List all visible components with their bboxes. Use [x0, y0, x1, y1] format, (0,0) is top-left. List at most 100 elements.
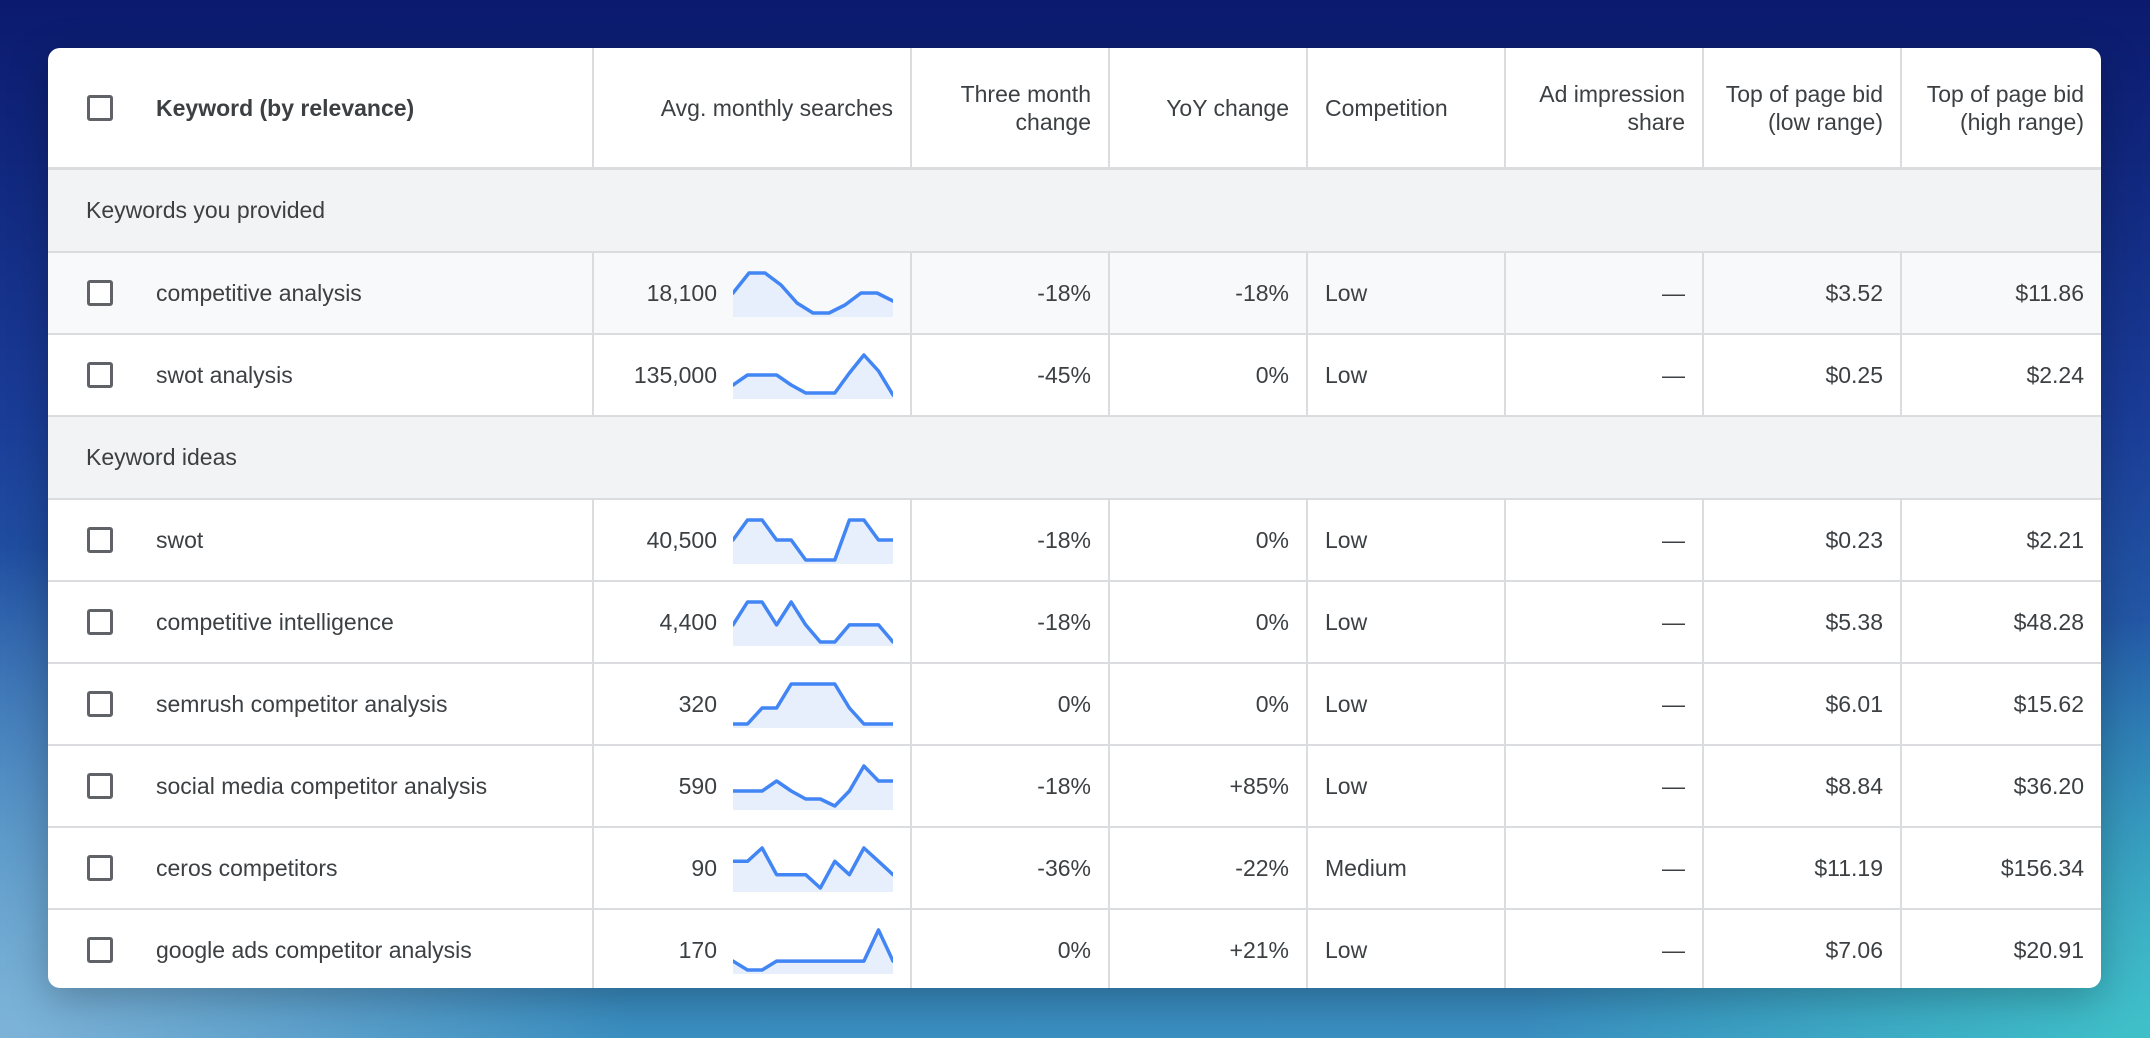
competition-cell: Low — [1306, 334, 1505, 417]
sparkline-line — [733, 846, 893, 890]
search-trend-sparkline[interactable] — [733, 269, 893, 317]
three-month-change-cell: -18% — [910, 581, 1109, 664]
bid-low-cell: $7.06 — [1702, 909, 1901, 988]
bid-low-cell: $0.23 — [1702, 499, 1901, 582]
keyword-cell: social media competitor analysis — [48, 745, 593, 828]
row-checkbox[interactable] — [87, 280, 113, 306]
column-header-competition[interactable]: Competition — [1306, 48, 1505, 170]
row-checkbox[interactable] — [87, 527, 113, 553]
avg-searches-cell: 590 — [592, 745, 911, 828]
sparkline-line — [733, 682, 893, 726]
row-checkbox[interactable] — [87, 773, 113, 799]
table-body: Keywords you provided competitive analysi… — [48, 168, 2101, 988]
table-row[interactable]: competitive analysis 18,100 -18% -18% Low — $3… — [48, 252, 2101, 335]
sparkline-area — [733, 848, 893, 892]
column-header-yoy-change[interactable]: YoY change — [1108, 48, 1307, 170]
avg-searches-cell: 4,400 — [592, 581, 911, 664]
keyword-cell: competitive analysis — [48, 252, 593, 335]
table-row[interactable]: ceros competitors 90 -36% -22% Medium — $11.19… — [48, 827, 2101, 910]
row-checkbox[interactable] — [87, 609, 113, 635]
select-all-checkbox[interactable] — [87, 94, 113, 121]
column-header-avg-searches[interactable]: Avg. monthly searches — [592, 48, 911, 170]
column-header-bid-high[interactable]: Top of page bid (high range) — [1900, 48, 2101, 170]
bid-high-cell: $2.24 — [1900, 334, 2101, 417]
competition-cell: Low — [1306, 499, 1505, 582]
column-header-bid-low[interactable]: Top of page bid (low range) — [1702, 48, 1901, 170]
avg-searches-value: 18,100 — [646, 279, 717, 306]
ad-impression-share-cell: — — [1504, 581, 1703, 664]
competition-cell: Medium — [1306, 827, 1505, 910]
table-row[interactable]: swot 40,500 -18% 0% Low — $0.23 $2.21 — [48, 499, 2101, 582]
sparkline-line — [733, 764, 893, 808]
three-month-change-cell: 0% — [910, 663, 1109, 746]
bid-high-cell: $20.91 — [1900, 909, 2101, 988]
bid-high-cell: $156.34 — [1900, 827, 2101, 910]
three-month-change-cell: 0% — [910, 909, 1109, 988]
search-trend-sparkline[interactable] — [733, 926, 893, 974]
keyword-table: Keyword (by relevance) Avg. monthly sear… — [48, 48, 2101, 988]
keyword-text: swot analysis — [156, 361, 293, 388]
search-trend-sparkline[interactable] — [733, 844, 893, 892]
keyword-cell: semrush competitor analysis — [48, 663, 593, 746]
yoy-change-cell: -18% — [1108, 252, 1307, 335]
yoy-change-cell: -22% — [1108, 827, 1307, 910]
group-label: Keywords you provided — [48, 168, 2101, 253]
competition-cell: Low — [1306, 663, 1505, 746]
avg-searches-value: 135,000 — [633, 361, 717, 388]
keyword-results-card: Keyword (by relevance) Avg. monthly sear… — [48, 48, 2101, 988]
sparkline-line — [733, 928, 893, 972]
yoy-change-cell: 0% — [1108, 663, 1307, 746]
competition-cell: Low — [1306, 745, 1505, 828]
bid-high-cell: $48.28 — [1900, 581, 2101, 664]
table-header-row: Keyword (by relevance) Avg. monthly sear… — [48, 48, 2101, 170]
ad-impression-share-cell: — — [1504, 252, 1703, 335]
group-header-row: Keywords you provided — [48, 168, 2101, 253]
row-checkbox[interactable] — [87, 691, 113, 717]
bid-low-cell: $5.38 — [1702, 581, 1901, 664]
avg-searches-value: 170 — [678, 936, 717, 963]
column-header-keyword-label: Keyword (by relevance) — [156, 94, 415, 121]
bid-high-cell: $36.20 — [1900, 745, 2101, 828]
search-trend-sparkline[interactable] — [733, 762, 893, 810]
three-month-change-cell: -18% — [910, 252, 1109, 335]
sparkline-line — [733, 271, 893, 315]
row-checkbox[interactable] — [87, 937, 113, 963]
table-row[interactable]: swot analysis 135,000 -45% 0% Low — $0.25 $2.24 — [48, 334, 2101, 417]
keyword-cell: ceros competitors — [48, 827, 593, 910]
column-header-ad-impression-share[interactable]: Ad impression share — [1504, 48, 1703, 170]
avg-searches-cell: 90 — [592, 827, 911, 910]
table-row[interactable]: google ads competitor analysis 170 0% +21% L… — [48, 909, 2101, 988]
search-trend-sparkline[interactable] — [733, 680, 893, 728]
table-row[interactable]: semrush competitor analysis 320 0% 0% Low — $6… — [48, 663, 2101, 746]
table-row[interactable]: social media competitor analysis 590 -18% +… — [48, 745, 2101, 828]
yoy-change-cell: 0% — [1108, 581, 1307, 664]
sparkline-line — [733, 600, 893, 644]
avg-searches-cell: 18,100 — [592, 252, 911, 335]
bid-low-cell: $0.25 — [1702, 334, 1901, 417]
ad-impression-share-cell: — — [1504, 745, 1703, 828]
row-checkbox[interactable] — [87, 855, 113, 881]
keyword-text: ceros competitors — [156, 854, 338, 881]
search-trend-sparkline[interactable] — [733, 351, 893, 399]
yoy-change-cell: +21% — [1108, 909, 1307, 988]
row-checkbox[interactable] — [87, 362, 113, 388]
sparkline-line — [733, 518, 893, 562]
three-month-change-cell: -18% — [910, 745, 1109, 828]
competition-cell: Low — [1306, 909, 1505, 988]
column-header-three-month-change[interactable]: Three month change — [910, 48, 1109, 170]
bid-low-cell: $3.52 — [1702, 252, 1901, 335]
keyword-text: semrush competitor analysis — [156, 690, 448, 717]
table-row[interactable]: competitive intelligence 4,400 -18% 0% Low — $… — [48, 581, 2101, 664]
column-header-keyword[interactable]: Keyword (by relevance) — [48, 48, 593, 170]
sparkline-area — [733, 602, 893, 646]
avg-searches-cell: 40,500 — [592, 499, 911, 582]
sparkline-area — [733, 520, 893, 564]
avg-searches-cell: 135,000 — [592, 334, 911, 417]
ad-impression-share-cell: — — [1504, 334, 1703, 417]
search-trend-sparkline[interactable] — [733, 598, 893, 646]
keyword-cell: swot analysis — [48, 334, 593, 417]
search-trend-sparkline[interactable] — [733, 516, 893, 564]
avg-searches-cell: 170 — [592, 909, 911, 988]
ad-impression-share-cell: — — [1504, 827, 1703, 910]
bid-high-cell: $11.86 — [1900, 252, 2101, 335]
